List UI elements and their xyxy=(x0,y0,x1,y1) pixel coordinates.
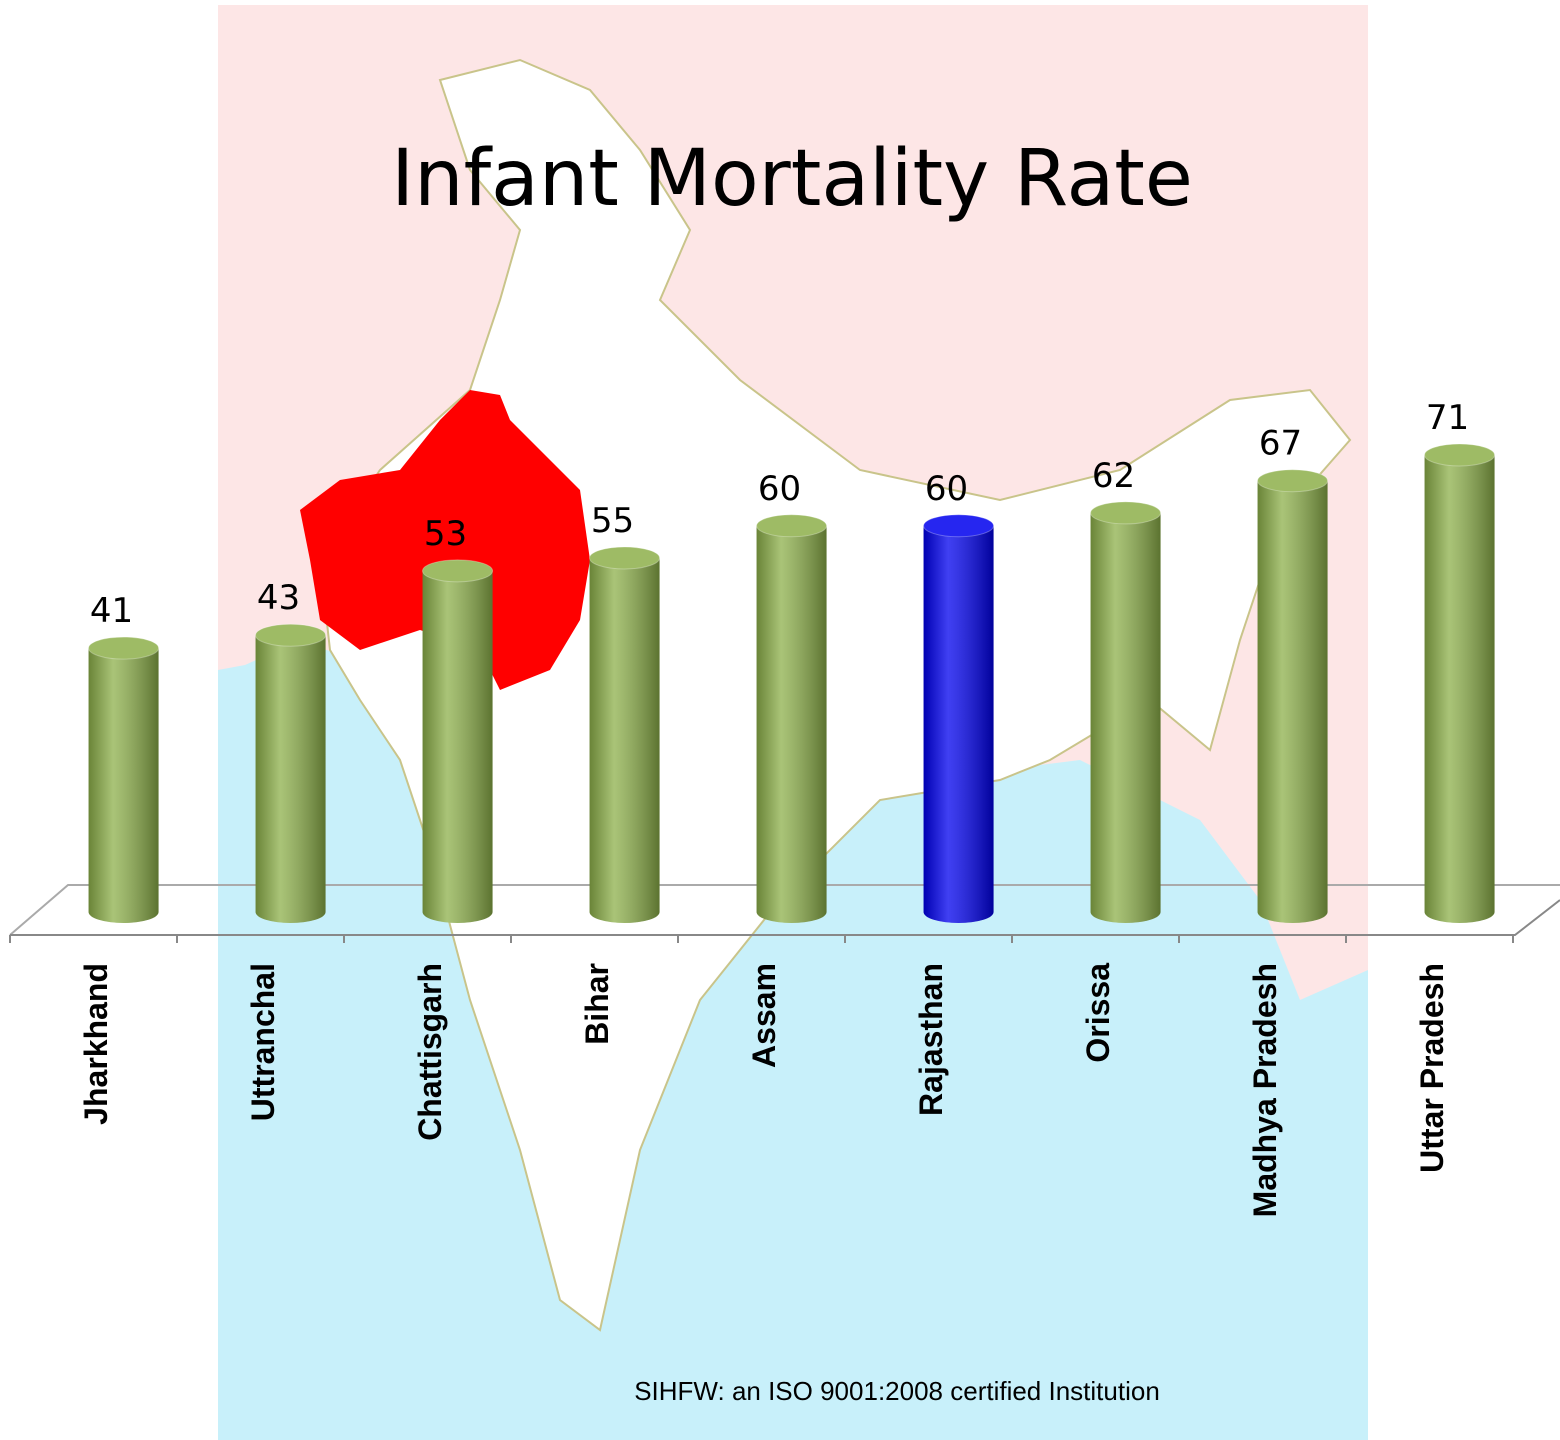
bar-cap xyxy=(1257,469,1329,493)
bar-cap-shade xyxy=(422,559,493,582)
bar-cap-shade xyxy=(923,514,994,537)
bar-shade xyxy=(88,648,159,924)
chart-title: Infant Mortality Rate xyxy=(391,134,1193,224)
x-tick-label: Bihar xyxy=(579,963,615,1045)
x-tick-label: Jharkhand xyxy=(78,963,114,1125)
bar-shade xyxy=(1090,512,1161,924)
value-label: 67 xyxy=(1259,424,1302,464)
bar-cap xyxy=(1424,443,1496,467)
background-map xyxy=(218,5,1368,1440)
bar-cap-shade xyxy=(756,514,827,537)
map-highlight xyxy=(300,390,590,690)
bar-cap-shade xyxy=(1424,444,1495,466)
bar-cap-shade xyxy=(1090,501,1161,524)
x-tick-label: Orissa xyxy=(1080,963,1116,1063)
bar-shade xyxy=(1424,455,1495,924)
bar-shade xyxy=(589,557,660,924)
value-label: 71 xyxy=(1426,398,1469,438)
value-label: 60 xyxy=(758,469,801,509)
x-tick-label: Madhya Pradesh xyxy=(1247,963,1283,1217)
bar-shade xyxy=(1257,480,1328,924)
floor-back xyxy=(9,884,1560,936)
bar-cap xyxy=(422,559,494,583)
bar-cap xyxy=(255,623,327,647)
bar-shade xyxy=(422,570,493,924)
bar-cap-shade xyxy=(88,637,159,660)
x-tick-label: Rajasthan xyxy=(913,963,949,1116)
bar-cap xyxy=(1090,501,1162,525)
bar-cap xyxy=(923,514,995,538)
value-label: 43 xyxy=(257,578,300,618)
value-label: 53 xyxy=(424,514,467,554)
x-tick-label: Assam xyxy=(746,963,782,1068)
x-tick-label: Chattisgarh xyxy=(412,963,448,1141)
bar-cap-shade xyxy=(589,546,660,569)
bar-cap xyxy=(88,636,160,660)
value-label: 55 xyxy=(591,501,634,541)
x-tick-label: Uttranchal xyxy=(245,963,281,1121)
bar-cap xyxy=(589,546,661,570)
bar-cap xyxy=(756,514,828,538)
value-label: 41 xyxy=(90,591,133,631)
x-tick-label: Uttar Pradesh xyxy=(1414,963,1450,1173)
bar-shade xyxy=(923,525,994,924)
bar-shade xyxy=(756,525,827,924)
bar-shade xyxy=(255,635,326,923)
value-label: 60 xyxy=(925,469,968,509)
footer: SIHFW: an ISO 9001:2008 certified Instit… xyxy=(634,1376,1160,1406)
bar-cap-shade xyxy=(1257,469,1328,492)
bar-cap-shade xyxy=(255,624,326,647)
value-label: 62 xyxy=(1092,456,1135,496)
